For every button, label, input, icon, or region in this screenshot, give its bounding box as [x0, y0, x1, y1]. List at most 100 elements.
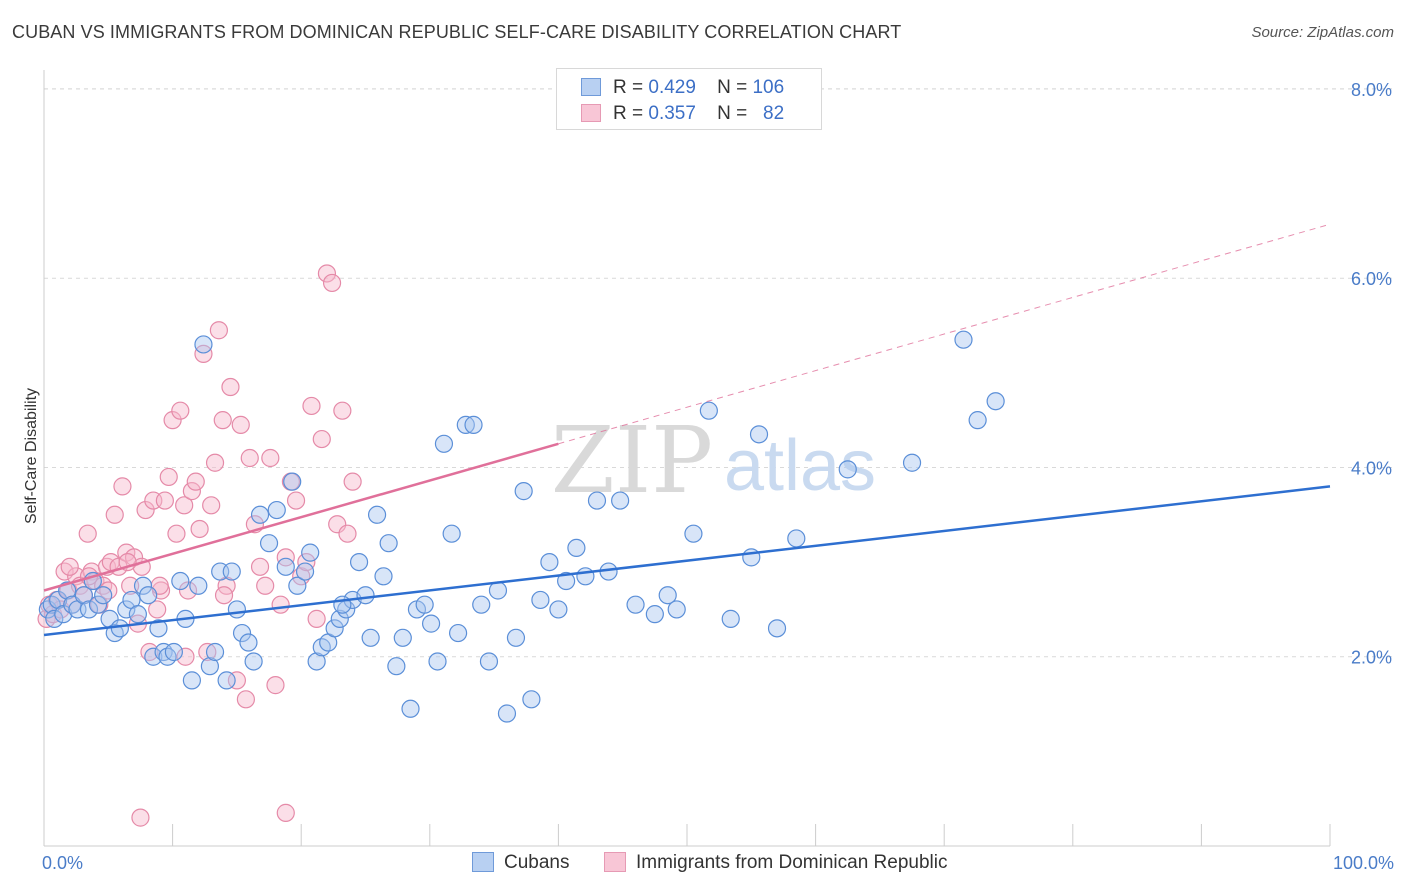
cubans-point	[164, 642, 183, 662]
dominican-point	[302, 396, 321, 416]
cubans-point	[79, 600, 99, 619]
cubans-point	[222, 562, 241, 581]
cubans-point	[276, 557, 295, 576]
cubans-point	[456, 415, 475, 434]
y-tick-label: 6.0%	[1351, 269, 1392, 289]
cubans-point	[448, 623, 468, 643]
cubans-point	[645, 605, 664, 624]
y-axis-label: Self-Care Disability	[23, 388, 40, 524]
dominican-point	[256, 576, 275, 595]
cubans-point	[200, 657, 219, 676]
dominican-point	[178, 581, 198, 600]
dominican-point	[317, 264, 337, 283]
dominican-point	[121, 576, 140, 595]
dominican-point	[261, 448, 280, 468]
dominican-point	[213, 411, 232, 430]
dominican-point	[266, 676, 285, 695]
cubans-point	[361, 628, 380, 647]
cubans-point	[767, 619, 787, 638]
cubans-point	[307, 652, 326, 671]
cubans-point	[415, 595, 434, 614]
cubans-point	[139, 586, 158, 605]
dominican-point	[333, 401, 352, 420]
cubans-point	[295, 562, 315, 581]
dominican-point	[163, 411, 182, 430]
watermark-atlas: atlas	[724, 426, 876, 506]
bottom-swatch-dominican	[604, 852, 626, 872]
legend-n-value: 106	[752, 77, 785, 98]
cubans-point	[250, 505, 270, 524]
dominican-point	[202, 496, 221, 515]
cubans-point	[658, 586, 677, 605]
dominican-point	[148, 600, 167, 619]
cubans-point	[301, 543, 320, 562]
cubans-point	[189, 576, 208, 595]
dominican-point	[227, 671, 246, 690]
cubans-point	[205, 642, 225, 662]
cubans-point	[217, 671, 236, 690]
dominican-point	[307, 609, 326, 628]
dominican-point	[60, 557, 79, 576]
cubans-point	[45, 609, 64, 628]
cubans-point	[684, 524, 703, 543]
cubans-point	[968, 411, 987, 430]
cubans-point	[330, 609, 349, 628]
cubans-point	[117, 600, 136, 619]
x-tick-label: 100.0%	[1333, 853, 1394, 873]
cubans-point	[506, 628, 526, 647]
cubans-point	[367, 505, 387, 524]
dominican-point	[231, 415, 250, 434]
cubans-point	[283, 472, 302, 491]
cubans-point	[540, 552, 559, 572]
tick-labels: 2.0% 4.0% 6.0% 8.0% 0.0% 100.0%	[42, 80, 1394, 873]
y-tick-label: 4.0%	[1351, 458, 1392, 478]
bottom-label-dominican: Immigrants from Dominican Republic	[636, 852, 948, 873]
dominican-point	[136, 500, 155, 520]
y-tick-label: 8.0%	[1351, 80, 1392, 100]
bottom-legend-cubans: Cubans	[472, 852, 570, 874]
cubans-point	[954, 330, 973, 349]
cubans-point	[128, 605, 147, 624]
dominican-point	[176, 647, 195, 666]
dominican-point	[214, 586, 234, 605]
dominican-point	[155, 491, 174, 510]
cubans-point	[259, 534, 279, 553]
cubans-point	[133, 576, 153, 595]
cubans-point	[379, 534, 398, 553]
dominican-point	[186, 472, 205, 491]
dominican-point	[159, 467, 178, 487]
x-tick-label: 0.0%	[42, 853, 83, 873]
dominican-point	[78, 524, 97, 543]
chart-title: CUBAN VS IMMIGRANTS FROM DOMINICAN REPUB…	[12, 22, 902, 42]
cubans-point	[557, 571, 576, 591]
dominican-point	[276, 548, 295, 567]
stats-legend: R = 0.429 N = 106 R = 0.357 N = 82	[556, 68, 822, 130]
cubans-point	[838, 460, 857, 479]
cubans-point	[194, 335, 213, 354]
cubans-point	[472, 595, 491, 614]
legend-swatch-dominican	[581, 104, 601, 122]
legend-r-value: 0.357	[648, 103, 696, 124]
cubans-point	[421, 614, 441, 633]
dominican-point	[236, 690, 256, 709]
cubans-point	[401, 699, 420, 718]
cubans-point	[531, 590, 550, 610]
dominican-point	[194, 344, 213, 364]
legend-row-dominican: R = 0.357 N = 82	[581, 103, 784, 127]
dominican-point	[198, 642, 217, 662]
series-cubans-points	[38, 330, 1005, 723]
cubans-point	[356, 586, 375, 605]
cubans-point	[387, 657, 406, 676]
dominican-point	[322, 273, 342, 293]
dominican-point	[250, 557, 270, 576]
cubans-point	[626, 595, 645, 614]
cubans-point	[699, 401, 718, 420]
cubans-point	[549, 600, 568, 619]
legend-n-label: N =	[717, 103, 748, 124]
cubans-point	[587, 491, 607, 510]
dominican-point	[343, 472, 362, 491]
cubans-point	[787, 529, 806, 548]
dominican-point	[221, 377, 240, 397]
cubans-point	[110, 619, 129, 638]
cubans-point	[244, 652, 263, 671]
